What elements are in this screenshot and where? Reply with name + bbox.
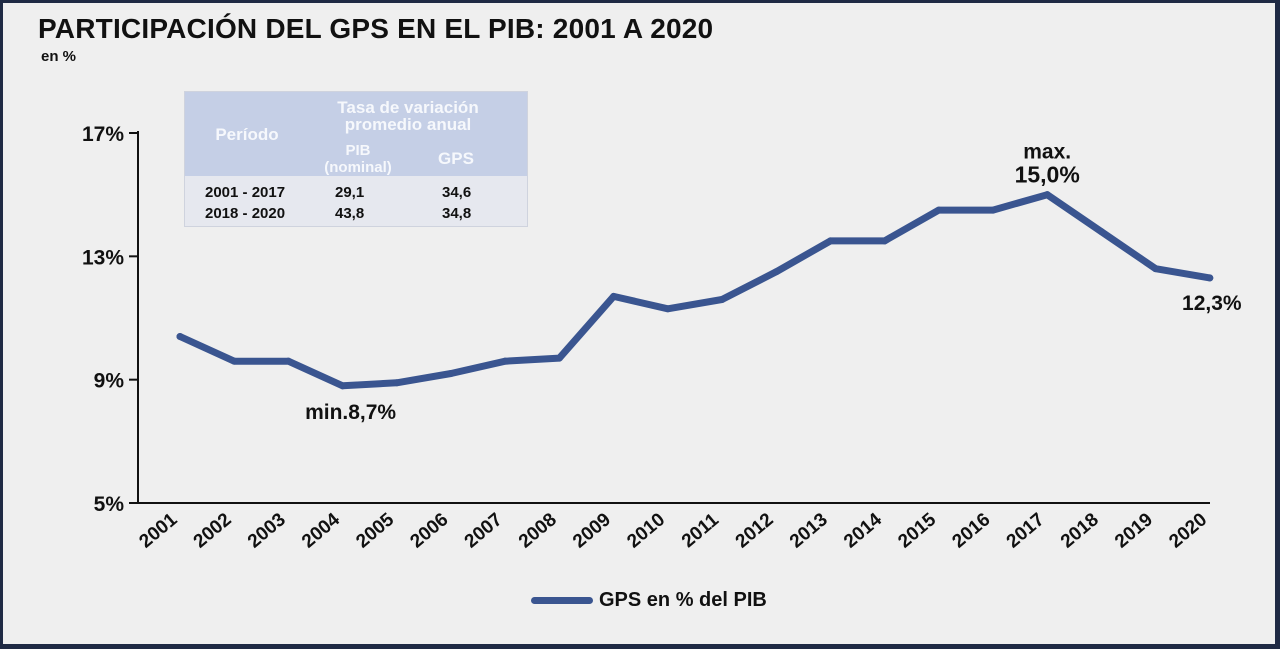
data-point	[1152, 265, 1160, 273]
x-tick-label: 2017	[1003, 509, 1049, 552]
data-point	[935, 206, 943, 214]
annotation-max-label: max.	[1023, 141, 1071, 164]
y-tick-label: 5%	[94, 493, 125, 516]
data-point	[447, 370, 455, 377]
data-point	[664, 305, 672, 313]
x-tick-label: 2003	[244, 509, 290, 552]
row-2-pib: 43,8	[335, 205, 365, 222]
y-tick-label: 17%	[82, 123, 124, 146]
series-line-gps	[176, 191, 1214, 390]
chart-title: PARTICIPACIÓN DEL GPS EN EL PIB: 2001 A …	[38, 13, 714, 44]
data-point	[230, 357, 238, 365]
x-tick-label: 2004	[298, 509, 344, 553]
legend-line-swatch	[531, 597, 593, 604]
header-period: Período	[215, 125, 279, 144]
data-point	[718, 296, 726, 303]
row-1-pib: 29,1	[335, 184, 365, 201]
data-point	[989, 206, 997, 214]
data-point	[393, 379, 401, 387]
header-gps: GPS	[438, 149, 474, 168]
x-tick-label: 2016	[949, 509, 995, 552]
legend: GPS en % del PIB	[531, 589, 767, 612]
data-point	[772, 268, 780, 276]
x-tick-label: 2005	[352, 509, 398, 553]
x-tick-label: 2011	[678, 509, 723, 552]
data-point	[1097, 228, 1105, 236]
x-tick-label: 2019	[1111, 509, 1157, 552]
summary-table-header: Período Tasa de variación promedio anual…	[185, 92, 527, 176]
x-tick-label: 2014	[840, 509, 886, 553]
x-tick-label: 2008	[515, 509, 561, 552]
data-point	[501, 357, 509, 365]
y-tick-label: 13%	[82, 246, 124, 269]
data-point	[339, 382, 347, 390]
data-point	[826, 237, 834, 245]
x-tick-label: 2006	[407, 509, 453, 552]
header-pib: PIB (nominal)	[324, 142, 392, 176]
x-tick-label: 2015	[894, 509, 940, 553]
y-tick-label: 9%	[94, 370, 125, 393]
legend-label: GPS en % del PIB	[599, 589, 767, 611]
data-point	[555, 354, 563, 362]
x-tick-label: 2002	[190, 509, 236, 552]
data-point	[1206, 274, 1214, 282]
row-1-period: 2001 - 2017	[205, 184, 286, 201]
x-tick-label: 2007	[461, 509, 507, 552]
x-tick-label: 2013	[786, 509, 832, 552]
line-chart: 5%9%13%17%2001 2002 2003 2004 2005 2006 2007 20…	[82, 123, 1242, 553]
data-point	[284, 357, 292, 365]
data-point	[176, 333, 184, 340]
summary-table: Período Tasa de variación promedio anual…	[184, 91, 528, 227]
x-tick-label: 2001	[136, 509, 182, 553]
x-tick-label: 2018	[1057, 509, 1103, 552]
annotation-min: min.8,7%	[305, 401, 396, 424]
header-group: Tasa de variación promedio anual	[337, 98, 479, 134]
chart-frame: PARTICIPACIÓN DEL GPS EN EL PIB: 2001 A …	[3, 3, 1275, 644]
row-2-gps: 34,8	[442, 205, 472, 222]
data-point	[610, 292, 618, 300]
data-point	[1043, 191, 1051, 199]
chart-subtitle: en %	[41, 48, 77, 65]
annotation-max-value: 15,0%	[1015, 162, 1080, 188]
x-tick-label: 2020	[1165, 509, 1211, 552]
x-tick-label: 2012	[732, 509, 778, 552]
x-tick-label: 2010	[623, 509, 669, 552]
row-1-gps: 34,6	[442, 184, 472, 201]
x-tick-label: 2009	[569, 509, 615, 552]
row-2-period: 2018 - 2020	[205, 205, 286, 222]
annotation-last: 12,3%	[1182, 292, 1242, 315]
data-point	[881, 237, 889, 245]
